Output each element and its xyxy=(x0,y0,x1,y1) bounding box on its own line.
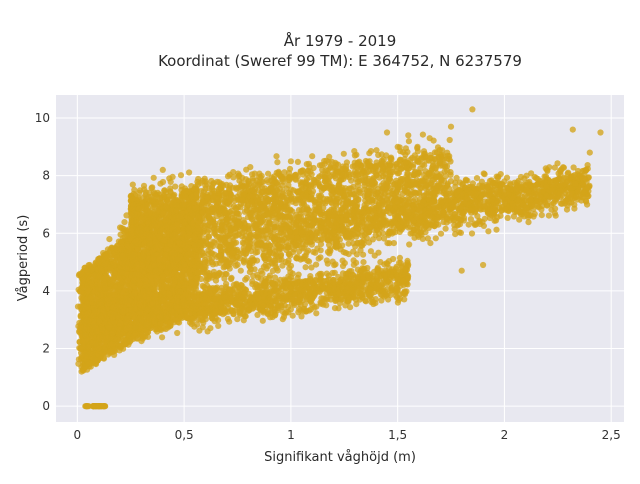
data-point xyxy=(263,262,269,268)
data-point xyxy=(84,317,90,323)
data-point xyxy=(107,281,113,287)
data-point xyxy=(78,288,84,294)
data-point xyxy=(353,225,359,231)
data-point xyxy=(433,221,439,227)
data-point xyxy=(237,255,243,261)
data-point xyxy=(497,213,503,219)
data-point xyxy=(95,357,101,363)
data-point xyxy=(584,202,590,208)
chart-subtitle: Koordinat (Sweref 99 TM): E 364752, N 62… xyxy=(158,52,522,70)
data-point xyxy=(181,262,187,268)
data-point xyxy=(391,240,397,246)
data-point xyxy=(301,245,307,251)
data-point xyxy=(539,212,545,218)
data-point xyxy=(493,227,499,233)
data-point xyxy=(279,263,285,269)
data-point xyxy=(303,264,309,270)
data-point xyxy=(84,311,90,317)
data-point xyxy=(172,269,178,275)
data-point xyxy=(92,272,98,278)
data-point xyxy=(194,270,200,276)
data-point xyxy=(233,263,239,269)
data-point xyxy=(458,230,464,236)
data-point xyxy=(531,213,537,219)
data-point xyxy=(443,226,449,232)
data-point xyxy=(102,262,108,268)
data-point xyxy=(260,228,266,234)
data-point xyxy=(253,250,259,256)
data-point xyxy=(525,214,531,220)
data-point xyxy=(433,235,439,241)
data-point xyxy=(81,304,87,310)
data-point xyxy=(119,239,125,245)
data-point xyxy=(253,239,259,245)
data-point xyxy=(454,175,460,181)
data-point xyxy=(87,351,93,357)
data-point xyxy=(376,235,382,241)
chart-title: År 1979 - 2019 xyxy=(284,31,397,50)
data-point xyxy=(300,229,306,235)
data-point xyxy=(89,340,95,346)
data-point xyxy=(485,228,491,234)
data-point xyxy=(88,280,94,286)
data-point xyxy=(553,213,559,219)
data-point xyxy=(118,343,124,349)
data-point xyxy=(88,295,94,301)
data-point xyxy=(228,275,234,281)
data-point xyxy=(79,297,85,303)
data-point xyxy=(80,276,86,282)
data-point xyxy=(546,213,552,219)
data-point xyxy=(392,217,398,223)
data-point xyxy=(172,278,178,284)
data-point xyxy=(89,267,95,273)
data-point xyxy=(101,355,107,361)
data-point xyxy=(199,249,205,255)
data-point xyxy=(111,275,117,281)
data-point xyxy=(294,242,300,248)
data-point xyxy=(100,250,106,256)
data-point xyxy=(469,230,475,236)
data-point xyxy=(196,263,202,269)
data-point xyxy=(81,338,87,344)
data-point xyxy=(102,285,108,291)
data-point xyxy=(82,332,88,338)
data-point xyxy=(81,326,87,332)
data-point xyxy=(406,241,412,247)
data-point xyxy=(80,344,86,350)
data-point xyxy=(554,160,560,166)
data-point xyxy=(213,261,219,267)
data-point xyxy=(481,170,487,176)
data-point xyxy=(477,221,483,227)
data-point xyxy=(468,216,474,222)
data-point xyxy=(550,200,556,206)
data-point xyxy=(408,231,414,237)
data-point xyxy=(76,320,82,326)
data-point xyxy=(206,233,212,239)
data-point xyxy=(238,268,244,274)
data-point xyxy=(121,219,127,225)
